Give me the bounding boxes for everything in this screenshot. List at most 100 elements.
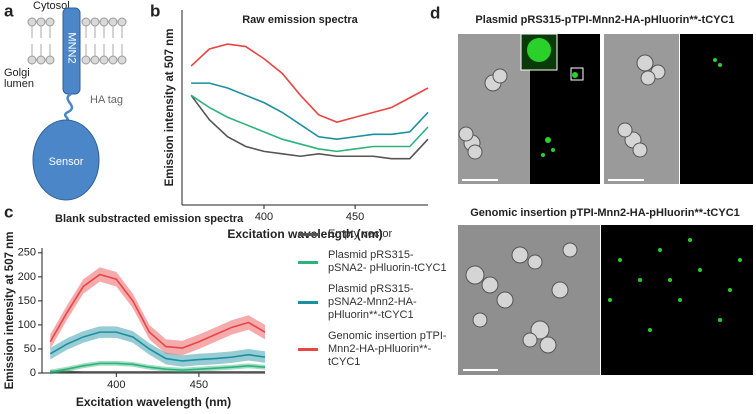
- cell-signal: [638, 278, 642, 282]
- mnn2-label: MNN2: [66, 32, 78, 63]
- legend-swatch: [298, 233, 318, 236]
- cell-signal: [572, 72, 578, 78]
- cell-signal: [713, 58, 717, 62]
- y-tick-label: 100: [18, 319, 36, 331]
- cell: [511, 246, 529, 264]
- lipid-head: [45, 55, 55, 65]
- inset-box: [570, 67, 584, 81]
- legend-entry: Plasmid pRS315-pSNA2-Mnn2-HA-pHluorin**-…: [298, 283, 448, 322]
- legend-label: Plasmid pRS315-pSNA2- pHluorin-tCYC1: [328, 249, 447, 274]
- x-tick-label: 400: [107, 379, 125, 391]
- y-tick-label: 250: [18, 247, 36, 259]
- panel-label: b: [150, 1, 160, 20]
- error-band: [50, 267, 265, 356]
- cell: [617, 122, 633, 138]
- lipid-head: [45, 17, 55, 27]
- legend-label: Genomic insertion pTPI-Mnn2-HA-pHluorin*…: [328, 330, 447, 368]
- cell-signal: [648, 328, 652, 332]
- sensor: [32, 119, 100, 201]
- lipid-head: [117, 55, 127, 65]
- legend-swatch: [298, 301, 318, 304]
- fluorescence-image: [680, 34, 753, 184]
- series-line: [191, 82, 429, 140]
- cell-signal: [698, 268, 702, 272]
- legend-entry: Plasmid pRS315-pSNA2- pHluorin-tCYC1: [298, 249, 448, 275]
- cell: [530, 320, 550, 340]
- lipid-head: [117, 17, 127, 27]
- chart-title: Blank substracted emission spectra: [55, 213, 244, 225]
- y-tick-label: 0: [30, 367, 36, 379]
- lipid-head: [108, 17, 118, 27]
- legend-entry: Genomic insertion pTPI-Mnn2-HA-pHluorin*…: [298, 330, 448, 369]
- legend-swatch: [298, 348, 318, 351]
- cell-signal: [678, 298, 682, 302]
- microscopy-title: Plasmid pRS315-pTPI-Mnn2-HA-pHluorin**-t…: [475, 14, 734, 26]
- fluorescence-image: [601, 225, 753, 375]
- cytosol-label: Cytosol: [33, 0, 70, 12]
- series-line: [49, 273, 266, 349]
- cell: [632, 142, 648, 158]
- cell-signal: [688, 238, 692, 242]
- series-line: [49, 331, 266, 362]
- y-axis-label: Emission intensity at 507 nm: [4, 232, 16, 390]
- lipid-head: [99, 17, 109, 27]
- cell: [465, 265, 485, 285]
- series-line: [50, 362, 266, 373]
- mnn2-domain: [62, 7, 81, 95]
- series-line: [190, 94, 429, 160]
- legend-swatch: [298, 260, 318, 264]
- cell-signal: [551, 148, 555, 152]
- cell: [636, 54, 654, 72]
- y-tick-label: 50: [24, 343, 36, 355]
- cell: [539, 336, 557, 354]
- cell-signal: [608, 298, 612, 302]
- legend: Empty vector Plasmid pRS315-pSNA2- pHluor…: [298, 228, 448, 377]
- lipid-head: [27, 17, 37, 27]
- cell-signal: [658, 248, 662, 252]
- cell: [562, 242, 578, 258]
- cell: [458, 126, 474, 142]
- membrane: [27, 17, 127, 65]
- cell: [496, 291, 514, 309]
- lipid-head: [90, 17, 100, 27]
- legend-label: Empty vector: [328, 228, 393, 240]
- lipid-head: [36, 17, 46, 27]
- cell-signal: [527, 38, 551, 62]
- panel-label: a: [4, 1, 14, 20]
- cell: [472, 312, 488, 328]
- x-tick-label: 450: [346, 211, 364, 223]
- lumen-label: lumen: [4, 78, 34, 90]
- cell-signal: [618, 258, 622, 262]
- y-axis-label: Emission intensity at 507 nm: [164, 29, 176, 187]
- chart-title: Raw emission spectra: [242, 14, 358, 26]
- cell-signal: [541, 153, 545, 157]
- lipid-head: [99, 55, 109, 65]
- panel-label: c: [4, 202, 13, 221]
- lipid-head: [81, 55, 91, 65]
- x-tick-label: 450: [190, 379, 208, 391]
- lipid-head: [81, 17, 91, 27]
- y-tick-label: 150: [18, 295, 36, 307]
- lumen-label: Golgi: [4, 67, 30, 79]
- sensor-label: Sensor: [49, 156, 84, 168]
- cell: [492, 68, 508, 84]
- tag-label: HA tag: [90, 94, 123, 106]
- cell: [551, 281, 569, 299]
- brightfield-image: [458, 34, 530, 184]
- x-tick-label: 400: [255, 211, 273, 223]
- cell-signal: [545, 137, 551, 143]
- cell-signal: [728, 288, 732, 292]
- micrographs: [458, 33, 753, 375]
- legend-label: Plasmid pRS315-pSNA2-Mnn2-HA-pHluorin**-…: [328, 283, 417, 321]
- cell: [522, 332, 538, 348]
- y-tick-label: 200: [18, 271, 36, 283]
- legend-entry: Empty vector: [298, 228, 448, 241]
- error-band: [50, 326, 265, 367]
- lipid-head: [27, 55, 37, 65]
- cell: [640, 70, 656, 86]
- series-line: [190, 43, 429, 123]
- cell-signal: [718, 318, 722, 322]
- panel-label: d: [430, 3, 440, 22]
